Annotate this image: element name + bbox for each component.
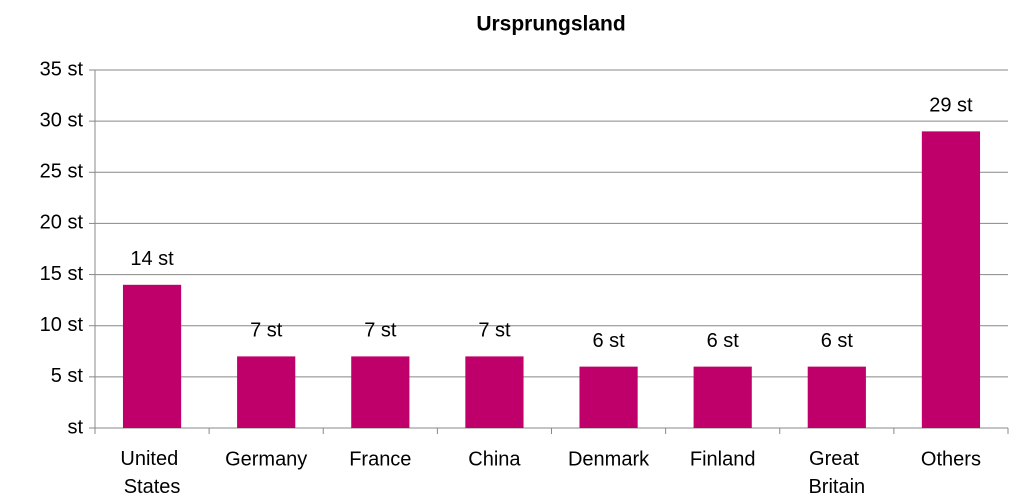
data-label: 7 st [364,320,397,342]
chart-title: Ursprungsland [476,13,625,36]
y-tick-label: 20 st [40,212,84,234]
y-tick-label: 35 st [40,58,84,80]
x-tick-label: Germany [225,448,307,470]
bar [122,284,182,428]
x-tick-label: China [468,448,521,470]
bar [351,356,410,428]
data-label: 6 st [707,330,740,352]
y-tick-label: 30 st [40,109,84,131]
y-tick-label: st [67,416,83,438]
data-label: 6 st [592,330,625,352]
bar [921,131,981,428]
bar [237,356,296,428]
bar [807,366,866,428]
data-label: 14 st [130,248,174,270]
y-tick-label: 5 st [51,365,84,387]
x-tick-label: Finland [690,448,756,470]
data-label: 7 st [250,320,283,342]
bar [579,366,638,428]
x-tick-label: Great Britain [808,448,865,498]
y-tick-label: 10 st [40,314,84,336]
y-tick-label: 15 st [40,263,84,285]
x-tick-label: United States [120,448,183,498]
data-label: 29 st [929,95,973,117]
x-tick-label: Others [921,448,981,470]
data-label: 6 st [821,330,854,352]
bar [693,366,752,428]
x-tick-label: France [349,448,411,470]
y-tick-label: 25 st [40,161,84,183]
data-label: 7 st [478,320,511,342]
bar [465,356,524,428]
x-tick-label: Denmark [568,448,650,470]
